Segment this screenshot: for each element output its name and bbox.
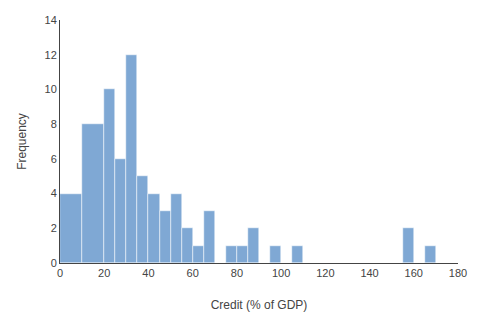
svg-text:180: 180 bbox=[449, 267, 467, 279]
svg-text:0: 0 bbox=[51, 257, 57, 269]
svg-text:Frequency: Frequency bbox=[15, 113, 29, 170]
svg-text:0: 0 bbox=[57, 267, 63, 279]
svg-text:8: 8 bbox=[51, 118, 57, 130]
svg-text:100: 100 bbox=[272, 267, 290, 279]
svg-text:80: 80 bbox=[231, 267, 243, 279]
svg-text:14: 14 bbox=[45, 14, 57, 26]
svg-text:12: 12 bbox=[45, 49, 57, 61]
svg-text:40: 40 bbox=[142, 267, 154, 279]
svg-text:2: 2 bbox=[51, 222, 57, 234]
svg-text:4: 4 bbox=[51, 187, 57, 199]
svg-text:160: 160 bbox=[405, 267, 423, 279]
svg-text:140: 140 bbox=[360, 267, 378, 279]
svg-text:6: 6 bbox=[51, 153, 57, 165]
svg-text:120: 120 bbox=[316, 267, 334, 279]
svg-text:Credit (% of GDP): Credit (% of GDP) bbox=[211, 298, 308, 312]
svg-text:10: 10 bbox=[45, 83, 57, 95]
svg-text:60: 60 bbox=[187, 267, 199, 279]
svg-text:20: 20 bbox=[98, 267, 110, 279]
